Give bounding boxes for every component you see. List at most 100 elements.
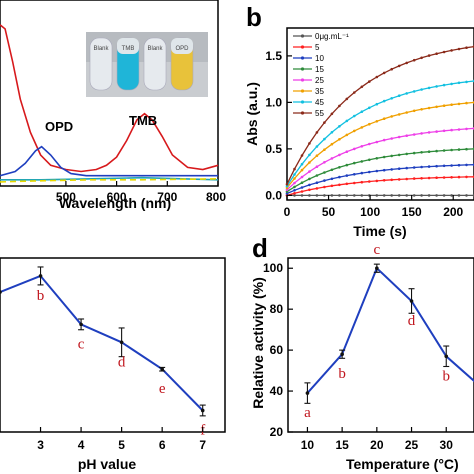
- panel-b-series-4-point: [465, 147, 468, 151]
- panel-c-x-tick-label: 7: [199, 438, 206, 452]
- panel-d-y-tick-label: 20: [270, 425, 284, 439]
- panel-b-series-7-point: [353, 114, 356, 118]
- panel-b-series-4-point: [330, 168, 334, 172]
- panel-b-series-4-point: [323, 171, 326, 174]
- panel-b-series-6-point: [360, 126, 364, 129]
- panel-b-x-tick-label: 100: [360, 205, 380, 219]
- panel-b-series-6-point: [427, 106, 431, 110]
- panel-b-series-4-point: [442, 149, 446, 152]
- panel-b-series-5-point: [323, 161, 326, 164]
- panel-b-series-5-point: [368, 142, 371, 146]
- panel-c-significance-letter: c: [78, 336, 85, 352]
- panel-b-series-2-point: [457, 175, 461, 179]
- panel-b-series-3-point: [375, 169, 379, 173]
- panel-b-series-7-point: [345, 119, 349, 123]
- panel-b-axes: [286, 27, 474, 201]
- panel-d: d a b c d b 10 15 20 25 30 20 40 60 80 100 Temperatur…: [250, 233, 474, 472]
- panel-b-series-7-point: [323, 137, 326, 141]
- panel-d-line: [306, 266, 474, 394]
- panel-a-series-2-line: [0, 145, 218, 177]
- legend-entry: 25: [315, 76, 324, 85]
- panel-b-series-6-point: [457, 102, 461, 106]
- panel-b-series-7-point: [300, 162, 304, 166]
- panel-b-series-4-point: [375, 157, 379, 160]
- panel-b-series-4-point: [293, 185, 296, 189]
- panel-b-series-1-point: [293, 194, 296, 197]
- panel-b-x-tick-label: 150: [402, 205, 422, 219]
- panel-c-point: [119, 340, 124, 345]
- panel-c-axes: [0, 257, 226, 433]
- panel-b-series-4-point: [397, 153, 401, 157]
- panel-b-x-label: Time (s): [353, 223, 406, 239]
- panel-b-series-8-point: [315, 131, 319, 134]
- panel-d-significance-letter: b: [442, 368, 450, 384]
- panel-b-series-2-point: [293, 192, 296, 195]
- panel-b-series-7-point: [457, 81, 461, 85]
- legend-marker: [300, 89, 305, 93]
- legend-marker: [300, 111, 305, 115]
- legend-entry: 0μg.mL⁻¹: [315, 32, 349, 41]
- panel-b-series-4-point: [345, 163, 349, 167]
- panel-b-series-6-point: [442, 104, 446, 107]
- panel-c-significance-letter: b: [37, 288, 45, 304]
- legend-marker: [300, 45, 305, 49]
- panel-d-x-tick-label: 10: [301, 438, 315, 452]
- panel-b-series-3-point: [353, 173, 356, 176]
- panel-b-series-1-point: [300, 194, 304, 197]
- panel-b-series-5-point: [442, 129, 446, 133]
- panel-b-series-1-point: [330, 194, 334, 197]
- panel-b-series-5-point: [465, 127, 468, 131]
- panel-d-point: [340, 352, 344, 357]
- panel-d-x-tick-label: 25: [405, 438, 419, 452]
- panel-b-series-1-point: [353, 194, 356, 197]
- panel-b-x-tick-label: 0: [284, 205, 291, 219]
- panel-c-point: [160, 367, 164, 372]
- panel-b-series-8-point: [345, 97, 349, 101]
- panel-b-series-7-point: [308, 153, 311, 157]
- panel-b-series-6-point: [300, 168, 304, 172]
- panel-b-series-1-point: [420, 194, 423, 197]
- panel-b-y-tick-label: 0.5: [265, 142, 282, 156]
- panel-b-series-2-point: [382, 179, 386, 182]
- panel-b-series-7-point: [285, 184, 289, 188]
- panel-b-series-4-point: [412, 151, 416, 155]
- annotation-opd: OPD: [45, 119, 73, 134]
- panel-b-series-3-point: [338, 175, 341, 179]
- panel-b-series-1-point: [397, 194, 401, 197]
- panel-b-series-4-point: [457, 148, 461, 151]
- panel-a-x-tick-label: 700: [157, 190, 177, 204]
- panel-d-point: [305, 391, 310, 395]
- panel-b-series-2-point: [345, 182, 349, 186]
- panel-b-series-3-point: [315, 181, 319, 184]
- panel-b-series-1-point: [442, 194, 446, 197]
- panel-b-series-1-point: [382, 194, 386, 197]
- panel-b-series-1-point: [405, 194, 409, 197]
- panel-b-series-3-point: [427, 165, 431, 168]
- panel-b-series-7-point: [450, 82, 453, 86]
- panel-b-series-5-point: [285, 188, 289, 192]
- panel-b-series-7-point: [435, 85, 438, 88]
- panel-b-series-1-point: [360, 194, 364, 197]
- panel-b-series-5-point: [382, 138, 386, 142]
- panel-b-series-7-point: [397, 94, 401, 97]
- panel-b-y-label: Abs (a.u.): [244, 82, 260, 146]
- panel-b-series-5-point: [450, 128, 453, 132]
- legend-marker: [300, 78, 305, 82]
- panel-b-series-6-point: [285, 186, 289, 190]
- panel-b-series-6-point: [315, 154, 319, 157]
- panel-d-axes: [287, 257, 474, 433]
- panel-b-series-2-point: [368, 180, 371, 183]
- panel-b-series-2-point: [435, 176, 438, 179]
- panel-b-series-8-point: [382, 71, 386, 75]
- panel-b-series-7-point: [382, 99, 386, 103]
- panel-c-point: [0, 290, 2, 294]
- panel-d-x-label: Temperature (°C): [346, 456, 459, 472]
- panel-b-series-6-point: [353, 129, 356, 133]
- vial-3: [143, 37, 167, 91]
- panel-b-series-4-point: [353, 161, 356, 165]
- panel-b-series-4-point: [390, 154, 394, 158]
- panel-b-series-6-point: [338, 138, 341, 141]
- panel-b-series-8-point: [420, 56, 423, 60]
- panel-b-series-7-point: [427, 86, 431, 90]
- panel-b-series-4-point: [382, 155, 386, 159]
